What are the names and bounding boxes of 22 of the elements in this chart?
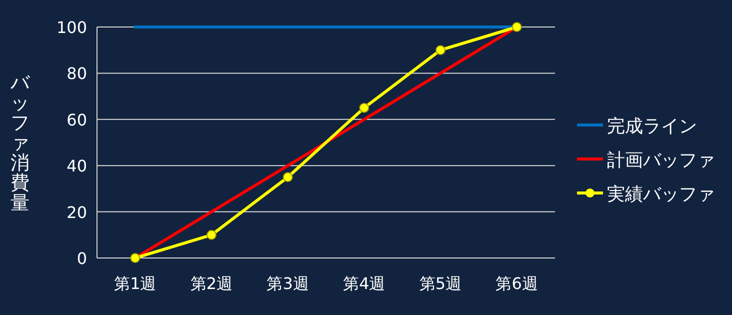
y-tick-label: 40 bbox=[66, 156, 87, 176]
y-axis-title: バッファ消費量 bbox=[10, 72, 30, 214]
legend-label: 実績バッファ bbox=[607, 184, 715, 205]
x-tick-label: 第2週 bbox=[190, 274, 233, 293]
y-tick-label: 80 bbox=[66, 64, 87, 84]
y-tick-label: 20 bbox=[66, 202, 87, 222]
point bbox=[206, 230, 216, 240]
x-tick-label: 第6週 bbox=[496, 274, 538, 293]
x-tick-label: 第3週 bbox=[266, 274, 309, 293]
point bbox=[512, 22, 522, 32]
x-tick-label: 第4週 bbox=[343, 274, 386, 293]
y-tick-label: 100 bbox=[56, 18, 87, 37]
y-tick-label: 0 bbox=[76, 249, 87, 268]
point bbox=[359, 102, 370, 113]
x-tick-label: 第5週 bbox=[419, 274, 462, 293]
legend-label: 完成ライン bbox=[607, 116, 697, 137]
point bbox=[436, 45, 446, 56]
point bbox=[130, 253, 140, 263]
y-tick-label: 60 bbox=[66, 110, 87, 130]
legend-label: 計画バッファ bbox=[607, 150, 715, 171]
x-tick-label: 第1週 bbox=[114, 274, 156, 293]
point bbox=[282, 172, 293, 182]
